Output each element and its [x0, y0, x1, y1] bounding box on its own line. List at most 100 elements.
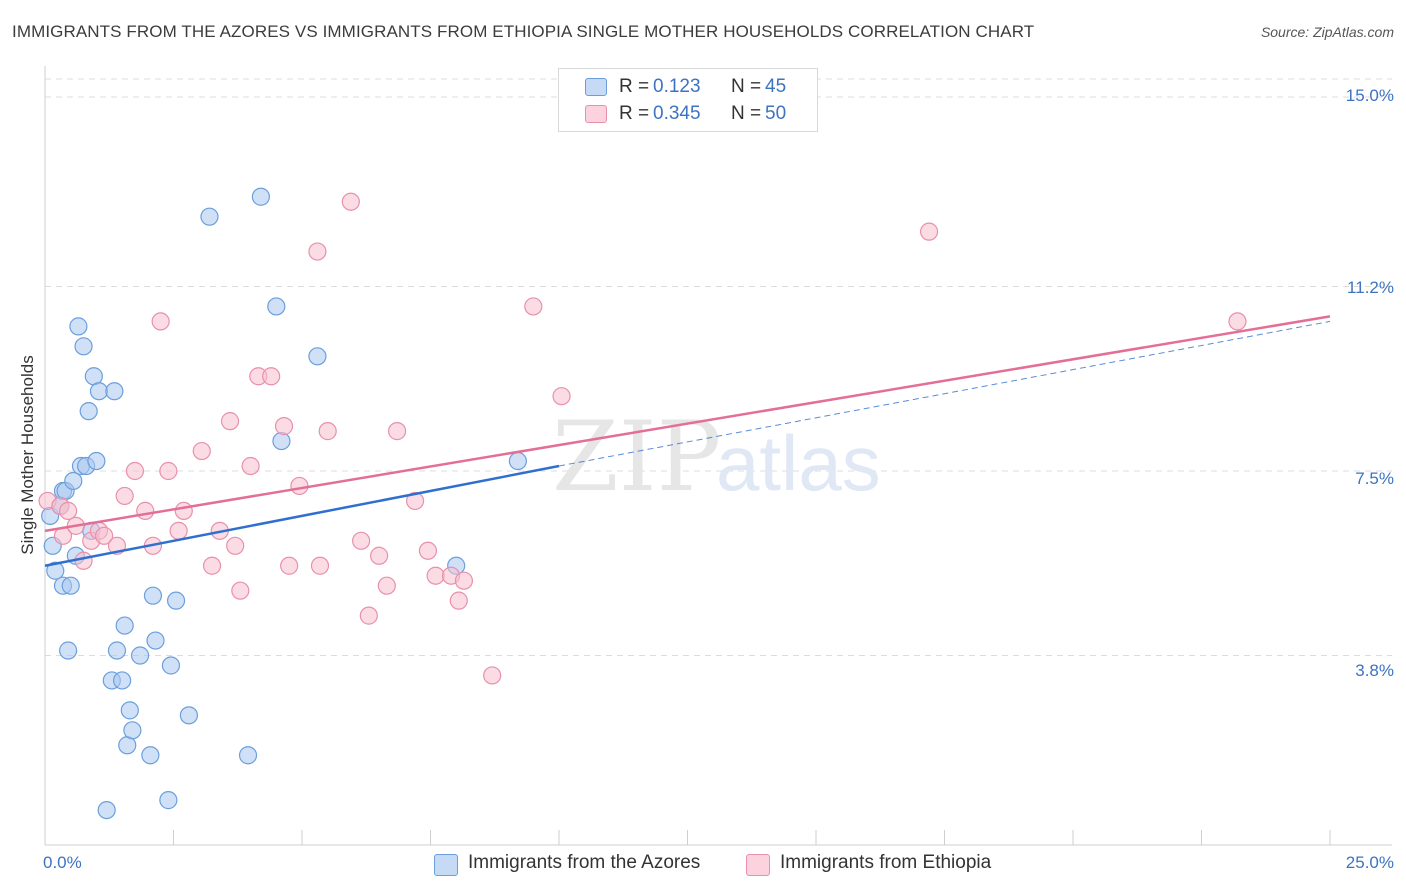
ethiopia-swatch [585, 105, 607, 123]
ethiopia-point [59, 501, 78, 520]
ethiopia-point [418, 541, 438, 560]
ethiopia-point [169, 521, 188, 540]
ethiopia-point [192, 441, 211, 461]
azores-point [105, 382, 124, 401]
azores-point [308, 347, 327, 366]
ethiopia-point [280, 556, 299, 575]
ethiopia-trend-line [44, 315, 1331, 533]
azores-legend-swatch [434, 854, 458, 876]
ethiopia-point [449, 591, 468, 610]
azores-point [143, 586, 163, 605]
azores-swatch [585, 78, 607, 96]
azores-point [123, 721, 142, 740]
azores-point [120, 701, 139, 720]
n-value: 45 [765, 76, 787, 97]
ethiopia-point [919, 222, 939, 241]
ethiopia-point [231, 581, 250, 600]
azores-point [146, 631, 165, 650]
y-tick-label-7-5: 7.5% [1355, 469, 1394, 488]
azores-point [61, 576, 80, 595]
azores-point [238, 746, 258, 765]
chart-title: IMMIGRANTS FROM THE AZORES VS IMMIGRANTS… [12, 22, 1035, 41]
watermark-zip: ZIP [552, 401, 721, 513]
ethiopia-point [524, 297, 543, 316]
ethiopia-point [115, 486, 134, 506]
n-value: 50 [765, 103, 787, 124]
azores-point [159, 791, 178, 810]
x-tick-label-min: 0.0% [43, 853, 82, 872]
azores-point [141, 746, 160, 765]
ethiopia-point [95, 526, 114, 545]
y-tick-label-15: 15.0% [1345, 86, 1394, 105]
gridlines [45, 78, 1392, 657]
azores-point [64, 471, 83, 491]
azores-point [251, 187, 270, 206]
ethiopia-point [1228, 312, 1247, 331]
r-value: 0.123 [653, 76, 701, 97]
azores-point [87, 451, 106, 471]
r-value: 0.345 [653, 103, 701, 124]
azores-point [89, 382, 109, 401]
ethiopia-point [159, 461, 178, 481]
ethiopia-point [308, 242, 327, 261]
azores-point [59, 641, 78, 660]
ethiopia-point [226, 536, 245, 555]
source-attribution: Source: ZipAtlas.com [1260, 24, 1394, 40]
azores-point [74, 337, 93, 356]
ethiopia-point [151, 312, 170, 331]
ethiopia-point [241, 456, 260, 476]
ethiopia-point [125, 461, 145, 481]
ethiopia-point [552, 387, 571, 406]
ethiopia-point [202, 556, 222, 575]
ethiopia-point [318, 422, 337, 441]
ethiopia-point [387, 422, 407, 441]
y-tick-label-3-8: 3.8% [1355, 661, 1394, 680]
n-label: N = [731, 103, 762, 124]
azores-point [79, 402, 98, 421]
ethiopia-point [290, 476, 309, 496]
azores-point [46, 561, 65, 580]
axes [44, 66, 1392, 846]
azores-point [166, 591, 186, 610]
ethiopia-point [405, 491, 425, 511]
azores-point [200, 207, 219, 226]
legend-row-azores: R = 0.123 N = 45 [559, 75, 817, 99]
azores-point [97, 800, 116, 820]
ethiopia-point [174, 501, 193, 520]
azores-trend-line [44, 464, 560, 567]
ethiopia-point [352, 531, 371, 550]
y-tick-label-11-2: 11.2% [1347, 278, 1394, 297]
ethiopia-point [341, 192, 360, 211]
ethiopia-point [426, 566, 445, 585]
ethiopia-point [136, 501, 155, 520]
azores-point [161, 656, 181, 675]
watermark: ZIP atlas [552, 401, 881, 513]
ethiopia-point [370, 546, 389, 565]
azores-trend-extension [558, 320, 1331, 467]
azores-point [107, 641, 127, 660]
data-points [38, 187, 1247, 820]
ethiopia-point [262, 367, 281, 386]
y-axis-title: Single Mother Households [18, 355, 37, 555]
legend-row-ethiopia: R = 0.345 N = 50 [559, 102, 817, 126]
r-label: R = [619, 76, 650, 97]
azores-point [69, 317, 88, 336]
azores-point [179, 706, 199, 725]
ethiopia-point [359, 606, 378, 625]
n-label: N = [731, 76, 762, 97]
ethiopia-point [220, 412, 240, 431]
x-tick-label-max: 25.0% [1345, 853, 1394, 872]
azores-point [272, 431, 291, 451]
ethiopia-legend-label: Immigrants from Ethiopia [780, 852, 992, 873]
ethiopia-point [310, 556, 330, 575]
azores-point [267, 297, 286, 316]
azores-point [508, 451, 527, 471]
azores-legend-label: Immigrants from the Azores [468, 852, 701, 873]
watermark-atlas: atlas [716, 419, 881, 507]
ethiopia-point [483, 666, 502, 685]
trend-lines [44, 315, 1331, 567]
ethiopia-legend-swatch [746, 854, 770, 876]
ethiopia-point [74, 551, 93, 570]
ethiopia-point [377, 576, 396, 595]
